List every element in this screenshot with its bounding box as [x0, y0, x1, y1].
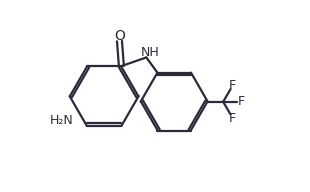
- Text: O: O: [114, 29, 125, 43]
- Text: NH: NH: [141, 46, 160, 59]
- Text: F: F: [237, 95, 244, 108]
- Text: H₂N: H₂N: [50, 114, 74, 127]
- Text: F: F: [229, 79, 236, 92]
- Text: F: F: [229, 112, 236, 125]
